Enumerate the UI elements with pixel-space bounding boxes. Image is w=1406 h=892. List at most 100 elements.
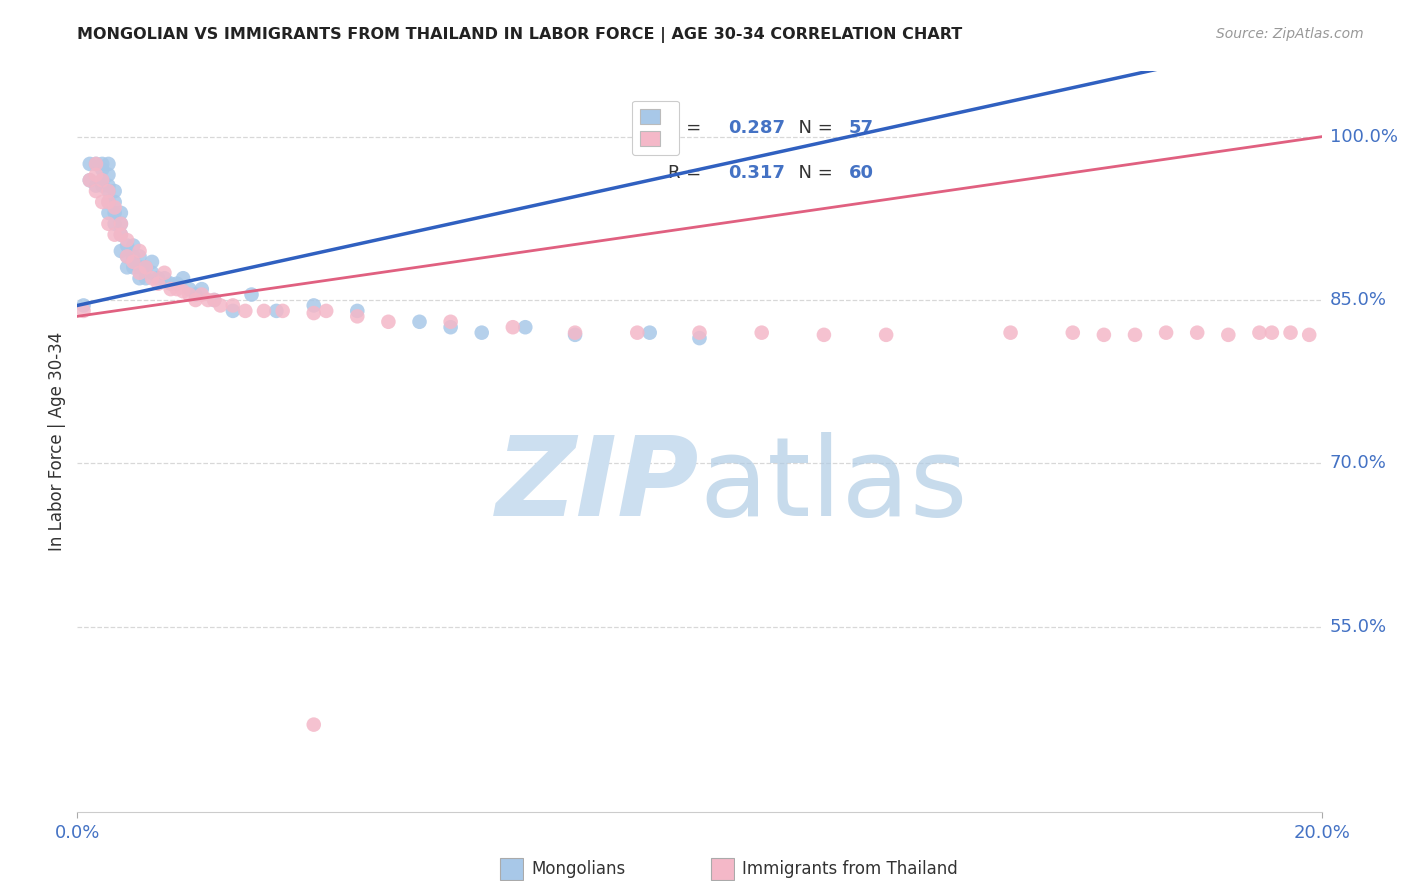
FancyBboxPatch shape <box>501 857 523 880</box>
Point <box>110 227 132 242</box>
Point <box>110 244 132 258</box>
Point <box>302 717 325 731</box>
Point <box>751 326 773 340</box>
Text: 60: 60 <box>849 164 873 182</box>
Point <box>172 285 194 299</box>
Point <box>564 326 586 340</box>
Point <box>1123 327 1146 342</box>
Text: N =: N = <box>786 120 838 137</box>
Point <box>626 326 648 340</box>
Point <box>202 293 225 307</box>
Point <box>110 206 132 220</box>
Point <box>97 157 120 171</box>
Point <box>97 206 120 220</box>
Point <box>72 298 94 312</box>
Point <box>84 157 107 171</box>
Point <box>1298 327 1320 342</box>
Point <box>115 260 138 275</box>
Text: R =: R = <box>668 120 707 137</box>
Point <box>440 320 463 334</box>
Point <box>104 184 127 198</box>
Point <box>128 250 150 264</box>
Point <box>72 304 94 318</box>
Point <box>222 304 245 318</box>
Point <box>377 315 399 329</box>
Point <box>233 304 256 318</box>
Point <box>1218 327 1240 342</box>
Text: 70.0%: 70.0% <box>1330 454 1386 473</box>
Point <box>141 255 163 269</box>
Point <box>141 271 163 285</box>
Point <box>122 260 145 275</box>
Point <box>135 260 157 275</box>
Text: R =: R = <box>668 164 707 182</box>
Point <box>122 250 145 264</box>
Point <box>240 287 263 301</box>
Point <box>1187 326 1209 340</box>
Point <box>271 304 294 318</box>
Point <box>266 304 288 318</box>
Point <box>115 233 138 247</box>
Point <box>122 238 145 252</box>
Legend: , : , <box>631 101 679 154</box>
Point <box>128 260 150 275</box>
Text: MONGOLIAN VS IMMIGRANTS FROM THAILAND IN LABOR FORCE | AGE 30-34 CORRELATION CHA: MONGOLIAN VS IMMIGRANTS FROM THAILAND IN… <box>77 27 963 43</box>
Point <box>184 293 207 307</box>
Text: 0.317: 0.317 <box>728 164 785 182</box>
Point <box>97 217 120 231</box>
FancyBboxPatch shape <box>711 857 734 880</box>
Point <box>408 315 430 329</box>
Point <box>141 266 163 280</box>
Text: 100.0%: 100.0% <box>1330 128 1398 145</box>
Point <box>813 327 835 342</box>
Point <box>91 173 114 187</box>
Point <box>638 326 661 340</box>
Point <box>440 315 463 329</box>
Point <box>302 306 325 320</box>
Text: Mongolians: Mongolians <box>531 860 626 878</box>
Point <box>148 277 170 291</box>
Point <box>159 277 181 291</box>
Text: 57: 57 <box>849 120 873 137</box>
Point <box>115 250 138 264</box>
Point <box>97 194 120 209</box>
Point <box>179 287 201 301</box>
Point <box>128 271 150 285</box>
Point <box>148 271 170 285</box>
Point <box>471 326 494 340</box>
Point <box>222 298 245 312</box>
Point <box>1154 326 1177 340</box>
Point <box>166 277 188 291</box>
Point <box>689 326 711 340</box>
Y-axis label: In Labor Force | Age 30-34: In Labor Force | Age 30-34 <box>48 332 66 551</box>
Text: 0.287: 0.287 <box>728 120 785 137</box>
Point <box>104 201 127 215</box>
Point <box>1000 326 1022 340</box>
Point <box>179 282 201 296</box>
Point <box>191 282 214 296</box>
Point <box>172 271 194 285</box>
Point <box>166 282 188 296</box>
Point <box>135 260 157 275</box>
Text: ZIP: ZIP <box>496 433 700 540</box>
Point <box>1062 326 1084 340</box>
Text: 85.0%: 85.0% <box>1330 291 1386 309</box>
Point <box>104 206 127 220</box>
Point <box>502 320 524 334</box>
Text: 55.0%: 55.0% <box>1330 617 1388 636</box>
Text: Source: ZipAtlas.com: Source: ZipAtlas.com <box>1216 27 1364 41</box>
Point <box>153 271 176 285</box>
Point <box>153 266 176 280</box>
Point <box>875 327 897 342</box>
Point <box>110 227 132 242</box>
Point <box>84 168 107 182</box>
Point <box>128 266 150 280</box>
Text: atlas: atlas <box>700 433 967 540</box>
Point <box>128 244 150 258</box>
Point <box>689 331 711 345</box>
Point <box>97 168 120 182</box>
Point <box>84 157 107 171</box>
Point <box>515 320 537 334</box>
Point <box>84 184 107 198</box>
Point <box>191 287 214 301</box>
